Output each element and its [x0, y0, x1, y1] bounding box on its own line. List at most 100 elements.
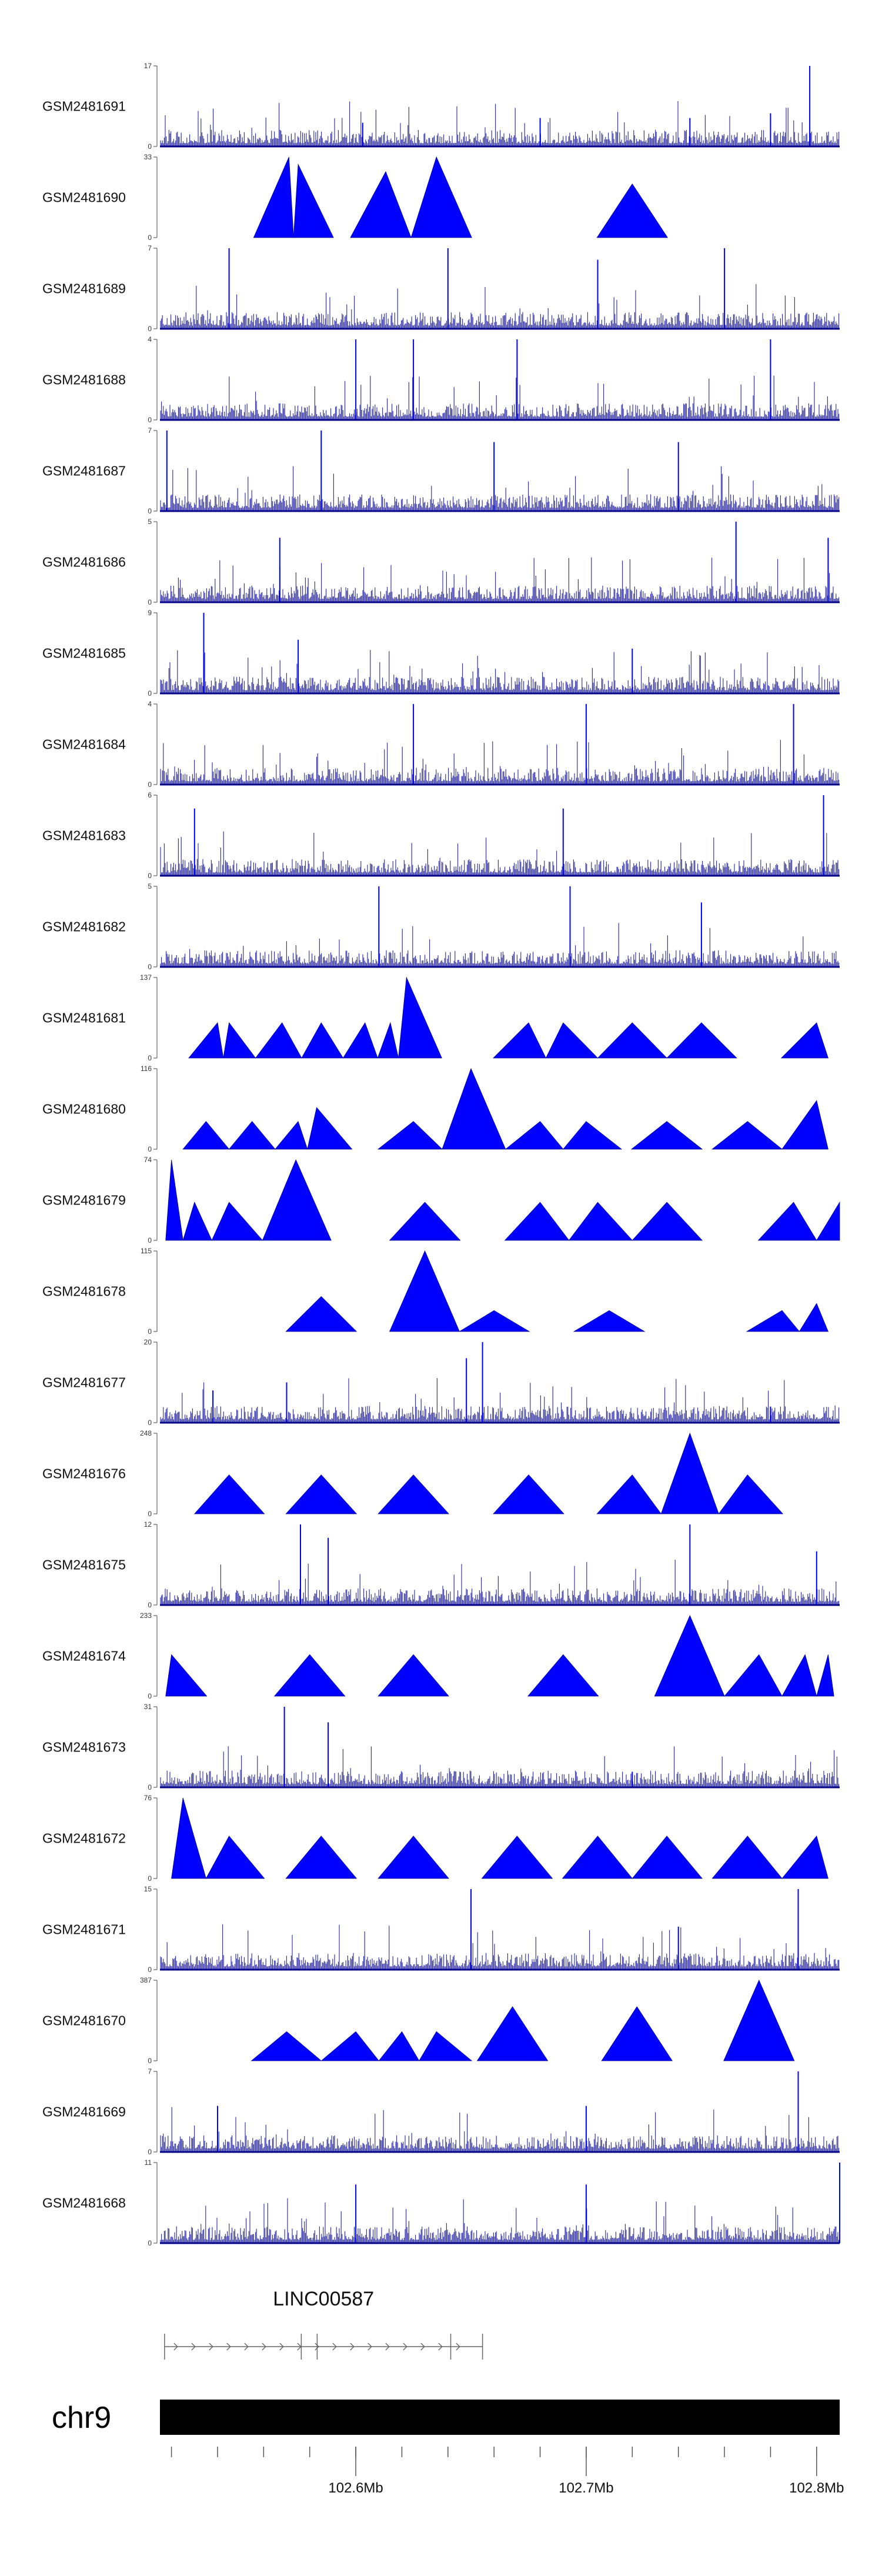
- triangle-peak: [632, 1836, 703, 1879]
- y-max-label: 387: [140, 1976, 152, 1984]
- track-label: GSM2481673: [42, 1740, 126, 1755]
- triangle-peak: [165, 1654, 208, 1697]
- signal-triangles: [165, 1159, 840, 1241]
- track-GSM2481686: GSM2481686 5 0: [42, 518, 840, 606]
- strand-arrow: [244, 2343, 249, 2351]
- signal-peaks: [283, 1707, 633, 1787]
- signal-peaks: [228, 248, 726, 329]
- triangle-peak: [377, 1022, 399, 1059]
- track-label: GSM2481682: [42, 919, 126, 935]
- triangle-peak: [632, 1202, 703, 1241]
- triangle-peak: [711, 1121, 783, 1150]
- triangle-peak: [545, 1022, 599, 1059]
- triangle-peak: [293, 163, 334, 238]
- signal-triangles: [165, 1614, 834, 1697]
- y-min-label: 0: [148, 416, 152, 424]
- genomic-axis: 102.6Mb 102.7Mb 102.8Mb: [171, 2447, 844, 2496]
- y-max-label: 116: [141, 1065, 152, 1073]
- track-label: GSM2481689: [42, 281, 126, 296]
- y-min-label: 0: [148, 963, 152, 971]
- triangle-peak: [389, 1202, 461, 1241]
- y-max-label: 20: [144, 1338, 152, 1346]
- strand-arrow: [226, 2343, 231, 2351]
- track-GSM2481679: GSM2481679 74 0: [42, 1156, 840, 1244]
- track-label: GSM2481683: [42, 828, 126, 843]
- chromosome-label: chr9: [52, 2401, 111, 2435]
- strand-arrow: [332, 2343, 337, 2351]
- signal-peaks: [362, 66, 811, 146]
- y-min-label: 0: [148, 1327, 152, 1336]
- triangle-peak: [757, 1202, 817, 1241]
- triangle-peak: [527, 1654, 599, 1697]
- strand-arrow: [262, 2343, 266, 2351]
- signal-peaks: [203, 613, 633, 693]
- triangle-peak: [188, 1022, 224, 1059]
- y-max-label: 12: [144, 1520, 152, 1529]
- triangle-peak: [630, 1121, 703, 1150]
- track-label: GSM2481676: [42, 1466, 126, 1481]
- y-max-label: 137: [140, 973, 152, 982]
- track-label: GSM2481680: [42, 1102, 126, 1117]
- track-GSM2481684: GSM2481684 4 0: [42, 700, 840, 789]
- y-max-label: 9: [148, 609, 152, 617]
- track-GSM2481673: GSM2481673 31 0: [42, 1703, 840, 1791]
- triangle-peak: [419, 2031, 473, 2061]
- strand-arrow: [420, 2343, 425, 2351]
- triangle-peak: [389, 1250, 460, 1332]
- track-GSM2481683: GSM2481683 6 0: [42, 791, 840, 880]
- triangle-peak: [596, 1474, 662, 1514]
- triangle-peak: [781, 1836, 828, 1879]
- y-max-label: 115: [141, 1247, 152, 1255]
- signal-triangles: [182, 1067, 828, 1150]
- track-label: GSM2481684: [42, 737, 126, 752]
- track-GSM2481669: GSM2481669 7 0: [42, 2067, 840, 2156]
- track-GSM2481682: GSM2481682 5 0: [42, 882, 840, 971]
- y-min-label: 0: [148, 1874, 152, 1883]
- triangle-peak: [654, 1614, 725, 1697]
- strand-arrow: [279, 2343, 284, 2351]
- y-max-label: 7: [148, 244, 152, 252]
- triangle-peak: [182, 1121, 230, 1150]
- signal-bars: [160, 831, 840, 876]
- track-label: GSM2481690: [42, 190, 126, 205]
- signal-bars: [160, 466, 840, 511]
- y-min-label: 0: [148, 1419, 152, 1427]
- axis-tick-label: 102.6Mb: [328, 2480, 383, 2496]
- signal-peaks: [166, 431, 679, 511]
- signal-peaks: [355, 339, 771, 420]
- strand-arrow: [438, 2343, 443, 2351]
- track-GSM2481678: GSM2481678 115 0: [42, 1247, 828, 1336]
- track-GSM2481674: GSM2481674 233 0: [42, 1611, 834, 1700]
- track-GSM2481688: GSM2481688 4 0: [42, 335, 840, 424]
- track-GSM2481687: GSM2481687 7 0: [42, 426, 840, 515]
- track-label: GSM2481669: [42, 2104, 126, 2120]
- triangle-peak: [442, 1067, 506, 1150]
- y-max-label: 7: [148, 2067, 152, 2076]
- triangle-peak: [493, 1474, 564, 1514]
- track-GSM2481670: GSM2481670 387 0: [42, 1976, 795, 2065]
- signal-triangles: [250, 1980, 795, 2061]
- y-min-label: 0: [148, 1966, 152, 1974]
- track-label: GSM2481671: [42, 1922, 126, 1937]
- signal-bars: [160, 1378, 840, 1423]
- track-label: GSM2481688: [42, 372, 126, 388]
- triangle-peak: [228, 1121, 276, 1150]
- triangle-peak: [458, 1310, 530, 1332]
- triangle-peak: [493, 1022, 547, 1059]
- signal-bars: [160, 101, 840, 146]
- strand-arrow: [403, 2343, 407, 2351]
- y-max-label: 233: [140, 1611, 152, 1620]
- y-min-label: 0: [148, 2239, 152, 2247]
- triangle-peak: [724, 1654, 783, 1697]
- y-max-label: 15: [144, 1885, 152, 1893]
- y-max-label: 5: [148, 882, 152, 890]
- signal-bars: [160, 375, 840, 420]
- gene-track: LINC00587: [164, 2288, 483, 2360]
- strand-arrow: [350, 2343, 355, 2351]
- triangle-peak: [573, 1310, 646, 1332]
- y-min-label: 0: [148, 872, 152, 880]
- y-min-label: 0: [148, 1692, 152, 1700]
- track-label: GSM2481678: [42, 1284, 126, 1299]
- y-min-label: 0: [148, 1783, 152, 1791]
